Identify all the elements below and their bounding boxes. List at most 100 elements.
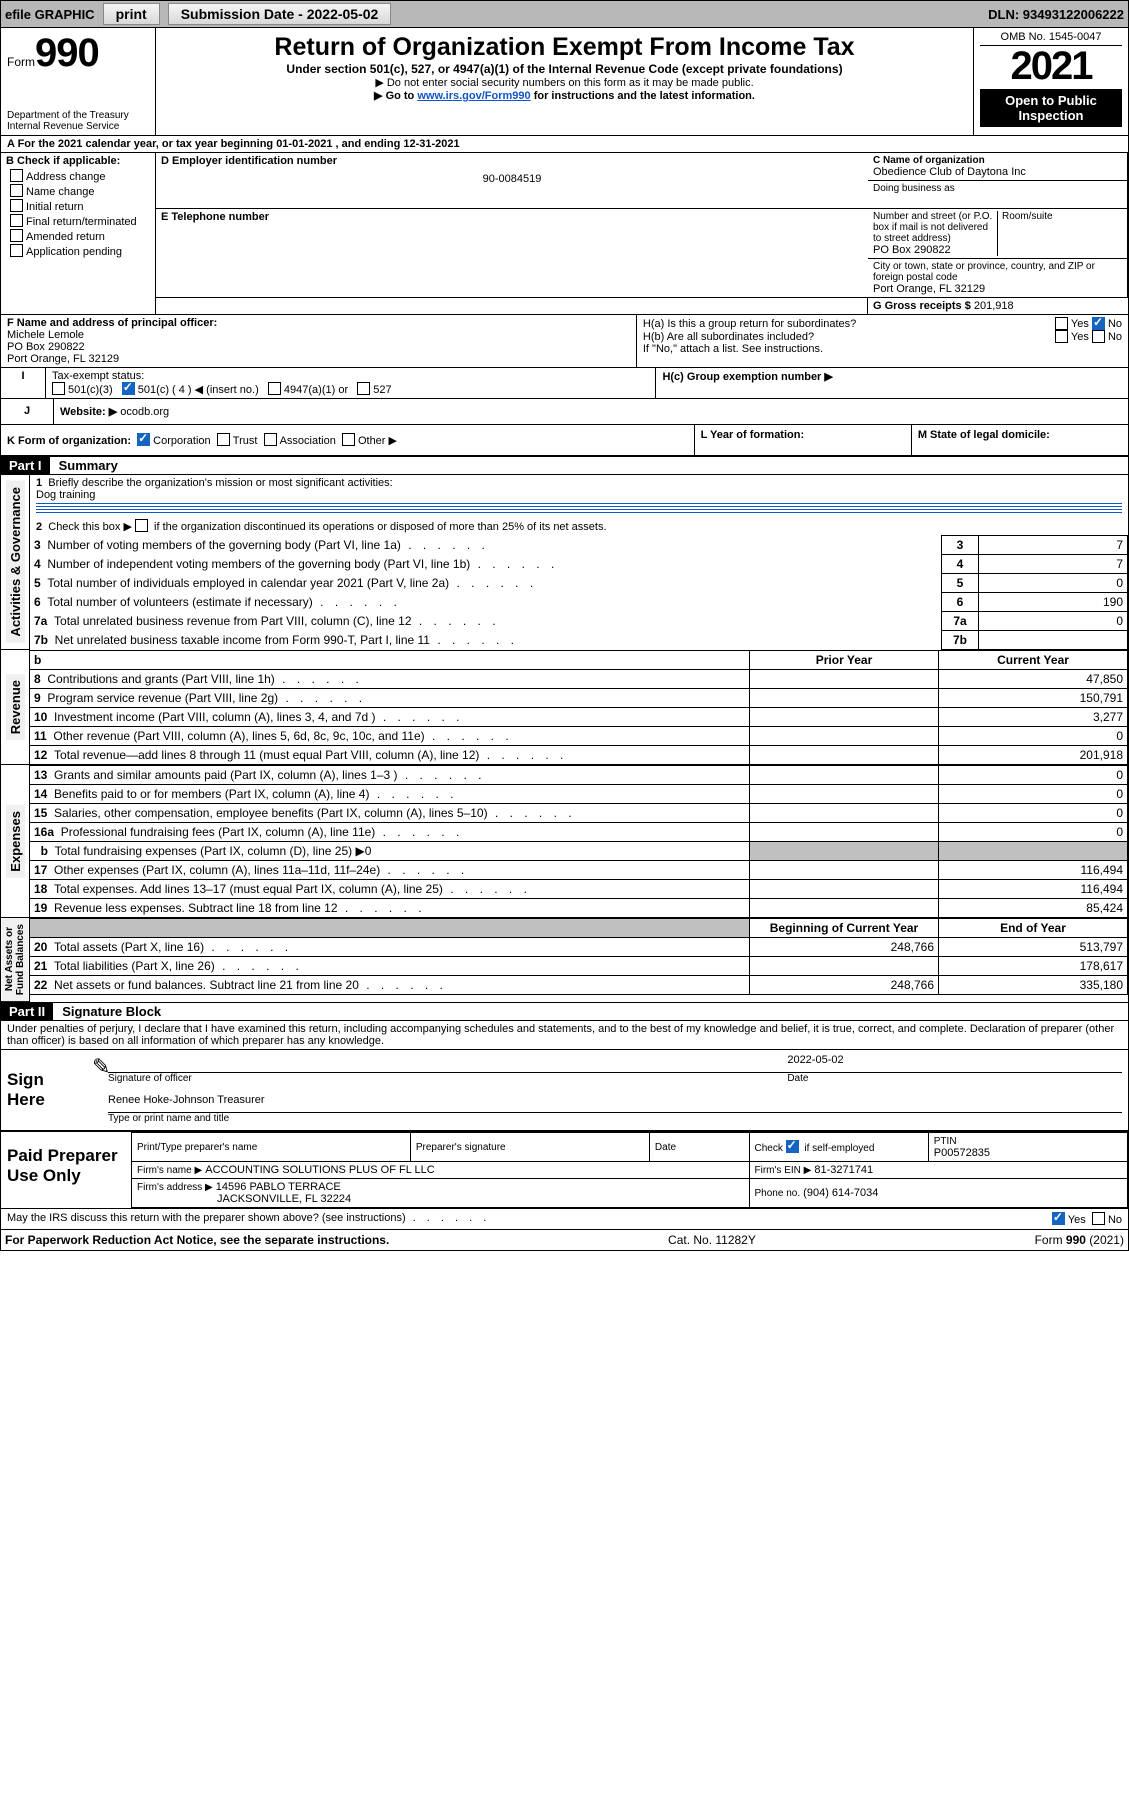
checkbox-amended-return[interactable] [10, 229, 23, 242]
perjury-declaration: Under penalties of perjury, I declare th… [1, 1021, 1128, 1049]
hb-yes[interactable] [1055, 330, 1068, 343]
j-value: ocodb.org [120, 406, 169, 418]
d-label: D Employer identification number [161, 155, 863, 167]
form-ref: Form 990 (2021) [1035, 1233, 1124, 1247]
self-employed-checkbox[interactable] [786, 1140, 799, 1153]
form-label: Form [7, 55, 35, 69]
line-a: A For the 2021 calendar year, or tax yea… [1, 136, 1128, 153]
efile-label: efile GRAPHIC [5, 7, 95, 22]
g-value: 201,918 [974, 300, 1014, 312]
submission-date-button[interactable]: Submission Date - 2022-05-02 [168, 3, 392, 25]
footer: For Paperwork Reduction Act Notice, see … [1, 1229, 1128, 1250]
pp-date-label: Date [655, 1142, 676, 1153]
c-name: Obedience Club of Daytona Inc [873, 166, 1122, 178]
sig-date-label: Date [777, 1073, 1122, 1084]
c-room-label: Room/suite [1002, 211, 1122, 222]
discuss-label: May the IRS discuss this return with the… [7, 1212, 1052, 1226]
firm-ein: 81-3271741 [814, 1164, 873, 1176]
i-501c3[interactable] [52, 382, 65, 395]
firm-addr2: JACKSONVILLE, FL 32224 [217, 1193, 351, 1205]
firm-name-label: Firm's name ▶ [137, 1165, 202, 1176]
checkbox-initial-return[interactable] [10, 199, 23, 212]
table-revenue: b Prior Year Current Year8 Contributions… [30, 650, 1128, 765]
sign-here-label: Sign Here [1, 1050, 86, 1130]
f-street: PO Box 290822 [7, 341, 630, 353]
officer-name-title: Renee Hoke-Johnson Treasurer [108, 1094, 265, 1106]
irs-link[interactable]: www.irs.gov/Form990 [417, 90, 530, 102]
hb2-label: If "No," attach a list. See instructions… [643, 343, 1122, 355]
tab-revenue: Revenue [6, 674, 25, 740]
ha-no[interactable] [1092, 317, 1105, 330]
f-city: Port Orange, FL 32129 [7, 353, 630, 365]
sig-officer-label: Signature of officer [108, 1073, 777, 1084]
pp-check-label: Check if self-employed [755, 1143, 875, 1154]
checkbox-application-pending[interactable] [10, 244, 23, 257]
pp-name-label: Print/Type preparer's name [137, 1142, 257, 1153]
cat-no: Cat. No. 11282Y [668, 1233, 756, 1247]
q2-checkbox[interactable] [135, 519, 148, 532]
checkbox-final-return[interactable] [10, 214, 23, 227]
preparer-table: Print/Type preparer's name Preparer's si… [131, 1132, 1128, 1208]
pp-sig-label: Preparer's signature [416, 1142, 506, 1153]
paid-preparer-label: Paid Preparer Use Only [1, 1132, 131, 1208]
phone-label: Phone no. [755, 1188, 801, 1199]
part1-bar: Part I [1, 457, 50, 474]
firm-ein-label: Firm's EIN ▶ [755, 1165, 812, 1176]
hc-label: H(c) Group exemption number ▶ [662, 371, 832, 383]
part2-title: Signature Block [62, 1004, 161, 1019]
table-expenses: 13 Grants and similar amounts paid (Part… [30, 765, 1128, 918]
g-label: G Gross receipts $ [873, 300, 971, 312]
dept-label: Department of the Treasury [7, 110, 149, 121]
c-dba-label: Doing business as [873, 183, 1122, 194]
discuss-yes[interactable] [1052, 1212, 1065, 1225]
form-990-number: 990 [35, 31, 99, 75]
topbar: efile GRAPHIC print Submission Date - 20… [0, 0, 1129, 28]
b-label: B Check if applicable: [6, 155, 150, 167]
print-button[interactable]: print [103, 3, 160, 25]
table-activities-governance: 3 Number of voting members of the govern… [30, 535, 1128, 650]
l-label: L Year of formation: [701, 429, 805, 441]
open-to-public: Open to Public Inspection [980, 89, 1122, 127]
i-501c[interactable] [122, 382, 135, 395]
part1-title: Summary [59, 458, 118, 473]
k-corp[interactable] [137, 433, 150, 446]
tab-net-assets: Net Assets or Fund Balances [2, 918, 28, 1001]
sig-date: 2022-05-02 [777, 1054, 1122, 1073]
tab-expenses: Expenses [6, 805, 25, 878]
j-label: Website: ▶ [60, 406, 117, 418]
form-wrapper: Form990 Department of the Treasury Inter… [0, 28, 1129, 1251]
tab-activities-governance: Activities & Governance [6, 481, 25, 643]
c-street: PO Box 290822 [873, 244, 997, 256]
hb-label: H(b) Are all subordinates included? [643, 331, 1055, 343]
b-checklist: Address change Name change Initial retur… [6, 169, 150, 258]
form-number: Form990 [7, 31, 149, 76]
i-527[interactable] [357, 382, 370, 395]
c-name-label: C Name of organization [873, 155, 1122, 166]
k-other[interactable] [342, 433, 355, 446]
ha-yes[interactable] [1055, 317, 1068, 330]
ptin-label: PTIN [934, 1136, 957, 1147]
firm-addr-label: Firm's address ▶ [137, 1182, 213, 1193]
discuss-no[interactable] [1092, 1212, 1105, 1225]
q1-label: Briefly describe the organization's miss… [48, 477, 392, 489]
i-4947[interactable] [268, 382, 281, 395]
name-title-label: Type or print name and title [108, 1113, 1122, 1124]
part1-header: Part I Summary [1, 456, 1128, 475]
checkbox-address-change[interactable] [10, 169, 23, 182]
hb-no[interactable] [1092, 330, 1105, 343]
ptin-value: P00572835 [934, 1147, 990, 1159]
k-trust[interactable] [217, 433, 230, 446]
irs-label: Internal Revenue Service [7, 121, 149, 132]
form-title: Return of Organization Exempt From Incom… [162, 33, 967, 62]
c-city-label: City or town, state or province, country… [873, 261, 1122, 283]
k-assoc[interactable] [264, 433, 277, 446]
tax-year: 2021 [980, 46, 1122, 86]
e-label: E Telephone number [161, 211, 863, 223]
d-value: 90-0084519 [161, 173, 863, 185]
q1-value: Dog training [36, 489, 95, 501]
part2-bar: Part II [1, 1003, 53, 1020]
checkbox-name-change[interactable] [10, 184, 23, 197]
phone-value: (904) 614-7034 [803, 1187, 878, 1199]
f-name: Michele Lemole [7, 329, 630, 341]
header-instruction-2: ▶ Go to www.irs.gov/Form990 for instruct… [162, 89, 967, 102]
